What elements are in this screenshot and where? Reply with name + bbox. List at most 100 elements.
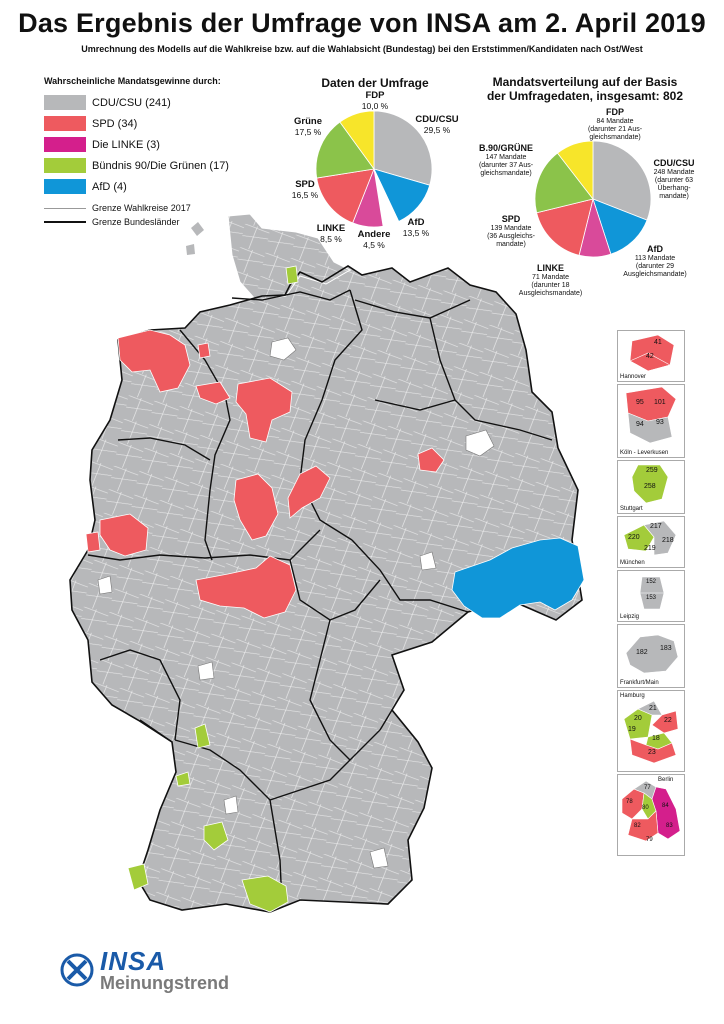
legend-swatch-spd [44, 116, 86, 131]
inset-koeln-num-93: 93 [656, 419, 664, 426]
gruene-region-freiburg [127, 863, 149, 891]
survey-label-andere: Andere 4,5 % [357, 229, 391, 250]
legend-item-linke: Die LINKE (3) [44, 134, 274, 155]
legend-swatch-gruene [44, 158, 86, 173]
gruene-region-stuttgart [203, 821, 229, 851]
gruene-regions [127, 265, 299, 913]
legend-label-afd: AfD (4) [92, 180, 127, 193]
inset-muenchen: 217 220 218 219 München [617, 516, 685, 568]
spd-region-ruhr [99, 513, 149, 557]
seats-pie-chart [534, 140, 652, 258]
inset-berlin-num-80: 80 [642, 805, 649, 811]
inset-hamburg-map [623, 700, 679, 764]
inset-berlin-num-84: 84 [662, 803, 669, 809]
logo-subtitle: Meinungstrend [100, 973, 229, 993]
legend-item-cdu: CDU/CSU (241) [44, 92, 274, 113]
inset-hamburg-num-21: 21 [649, 705, 657, 712]
inset-hannover-label: Hannover [620, 374, 647, 380]
gruene-region-kiel [285, 265, 299, 285]
inset-frankfurt: 182 183 Frankfurt/Main [617, 624, 685, 688]
survey-label-cdu: CDU/CSU 29,5 % [415, 114, 459, 135]
gruene-region-karlsruhe [175, 771, 191, 787]
spd-region-brandenburg [417, 447, 445, 473]
inset-berlin-num-82: 82 [634, 823, 641, 829]
inset-stuttgart: 259 258 Stuttgart [617, 460, 685, 514]
state-borders [69, 265, 583, 913]
insa-logo: INSA Meinungstrend [60, 948, 229, 992]
city-frankfurt [197, 661, 215, 681]
inset-leipzig-num-153: 153 [646, 595, 657, 601]
logo-brand: INSA [100, 946, 167, 976]
city-stuttgart [223, 795, 239, 815]
inset-leipzig-label: Leipzig [620, 614, 640, 620]
inset-hamburg: Hamburg 21 20 22 19 18 23 [617, 690, 685, 772]
inset-koeln-num-94: 94 [636, 421, 644, 428]
survey-label-fdp: FDP 10,0 % [361, 90, 389, 111]
legend-item-spd: SPD (34) [44, 113, 274, 134]
seats-label-fdp: FDP 84 Mandate (darunter 21 Aus-gleichsman… [587, 107, 643, 142]
seats-pie-slice-b-90-gr-ne [534, 152, 594, 214]
seats-label-cdu: CDU/CSU 248 Mandate (darunter 63 Überhang-m… [653, 158, 695, 201]
survey-pie-chart [315, 110, 433, 228]
inset-frankfurt-map [625, 634, 679, 674]
seats-label-linke: LINKE 71 Mandate (darunter 18 Ausgleichsman… [518, 263, 583, 298]
inset-berlin-map [621, 780, 681, 842]
inset-hamburg-num-19: 19 [628, 726, 636, 733]
inset-koeln: 95 101 94 93 Köln - Leverkusen [617, 384, 685, 458]
legend-line-wahlkreise-label: Grenze Wahlkreise 2017 [92, 203, 191, 213]
afd-region [451, 537, 585, 619]
seats-pie-slice-cdu-csu [592, 140, 652, 221]
inset-frankfurt-label: Frankfurt/Main [620, 680, 659, 686]
inset-koeln-label: Köln - Leverkusen [620, 450, 669, 456]
inset-frankfurt-num-183: 183 [660, 645, 672, 652]
legend-swatch-cdu [44, 95, 86, 110]
map-legend: Wahrscheinliche Mandatsgewinne durch: CD… [44, 76, 274, 229]
spd-region-hessen [195, 555, 297, 619]
survey-pie-slice-spd [316, 168, 375, 224]
survey-label-spd: SPD 16,5 % [291, 179, 319, 200]
inset-berlin-num-79: 79 [646, 837, 653, 843]
city-hamburg [269, 337, 297, 361]
page-title: Das Ergebnis der Umfrage von INSA am 2. … [18, 8, 706, 38]
inset-hamburg-num-20: 20 [634, 715, 642, 722]
survey-label-gruene: Grüne 17,5 % [294, 116, 322, 137]
inset-hamburg-num-22: 22 [664, 717, 672, 724]
inset-berlin-num-78: 78 [626, 799, 633, 805]
legend-swatch-afd [44, 179, 86, 194]
inset-hamburg-num-18: 18 [652, 735, 660, 742]
city-berlin [465, 429, 495, 457]
spd-region-ostfriesland [117, 329, 191, 393]
inset-stuttgart-map [631, 464, 669, 504]
insa-x-icon [60, 953, 94, 987]
page-subtitle: Umrechnung des Modells auf die Wahlkreis… [81, 44, 643, 54]
inset-leipzig-num-152: 152 [646, 579, 657, 585]
inset-muenchen-num-217: 217 [650, 523, 662, 530]
spd-region-bremen [195, 381, 231, 405]
seats-pie-slice-fdp [556, 140, 594, 201]
inset-hannover-num-41: 41 [654, 339, 662, 346]
inset-berlin-label: Berlin [658, 777, 674, 783]
city-white-areas [97, 337, 495, 869]
inset-hannover-num-42: 42 [646, 353, 654, 360]
inset-leipzig: 152 153 Leipzig [617, 570, 685, 622]
inset-stuttgart-num-259: 259 [646, 467, 658, 474]
spd-region-braunschweig [287, 465, 331, 519]
spd-region-hannover-sued [233, 473, 279, 541]
legend-item-gruene: Bündnis 90/Die Grünen (17) [44, 155, 274, 176]
inset-muenchen-map [623, 520, 677, 556]
survey-pie-slice-gr-ne [315, 121, 375, 179]
inset-muenchen-num-218: 218 [662, 537, 674, 544]
inset-hamburg-num-23: 23 [648, 749, 656, 756]
legend-label-linke: Die LINKE (3) [92, 138, 160, 151]
legend-line-laender: Grenze Bundesländer [44, 215, 274, 229]
inset-muenchen-num-220: 220 [628, 534, 640, 541]
legend-thick-line [44, 221, 86, 223]
gruene-region-bodensee [241, 875, 289, 913]
spd-regions [85, 329, 445, 619]
afd-region-sachsen [451, 537, 585, 619]
seats-label-spd: SPD 139 Mandate (36 Ausgleichs-mandate) [487, 214, 535, 249]
survey-pie-slice-fdp [339, 110, 375, 171]
inset-koeln-num-101: 101 [654, 399, 666, 406]
legend-item-afd: AfD (4) [44, 176, 274, 197]
